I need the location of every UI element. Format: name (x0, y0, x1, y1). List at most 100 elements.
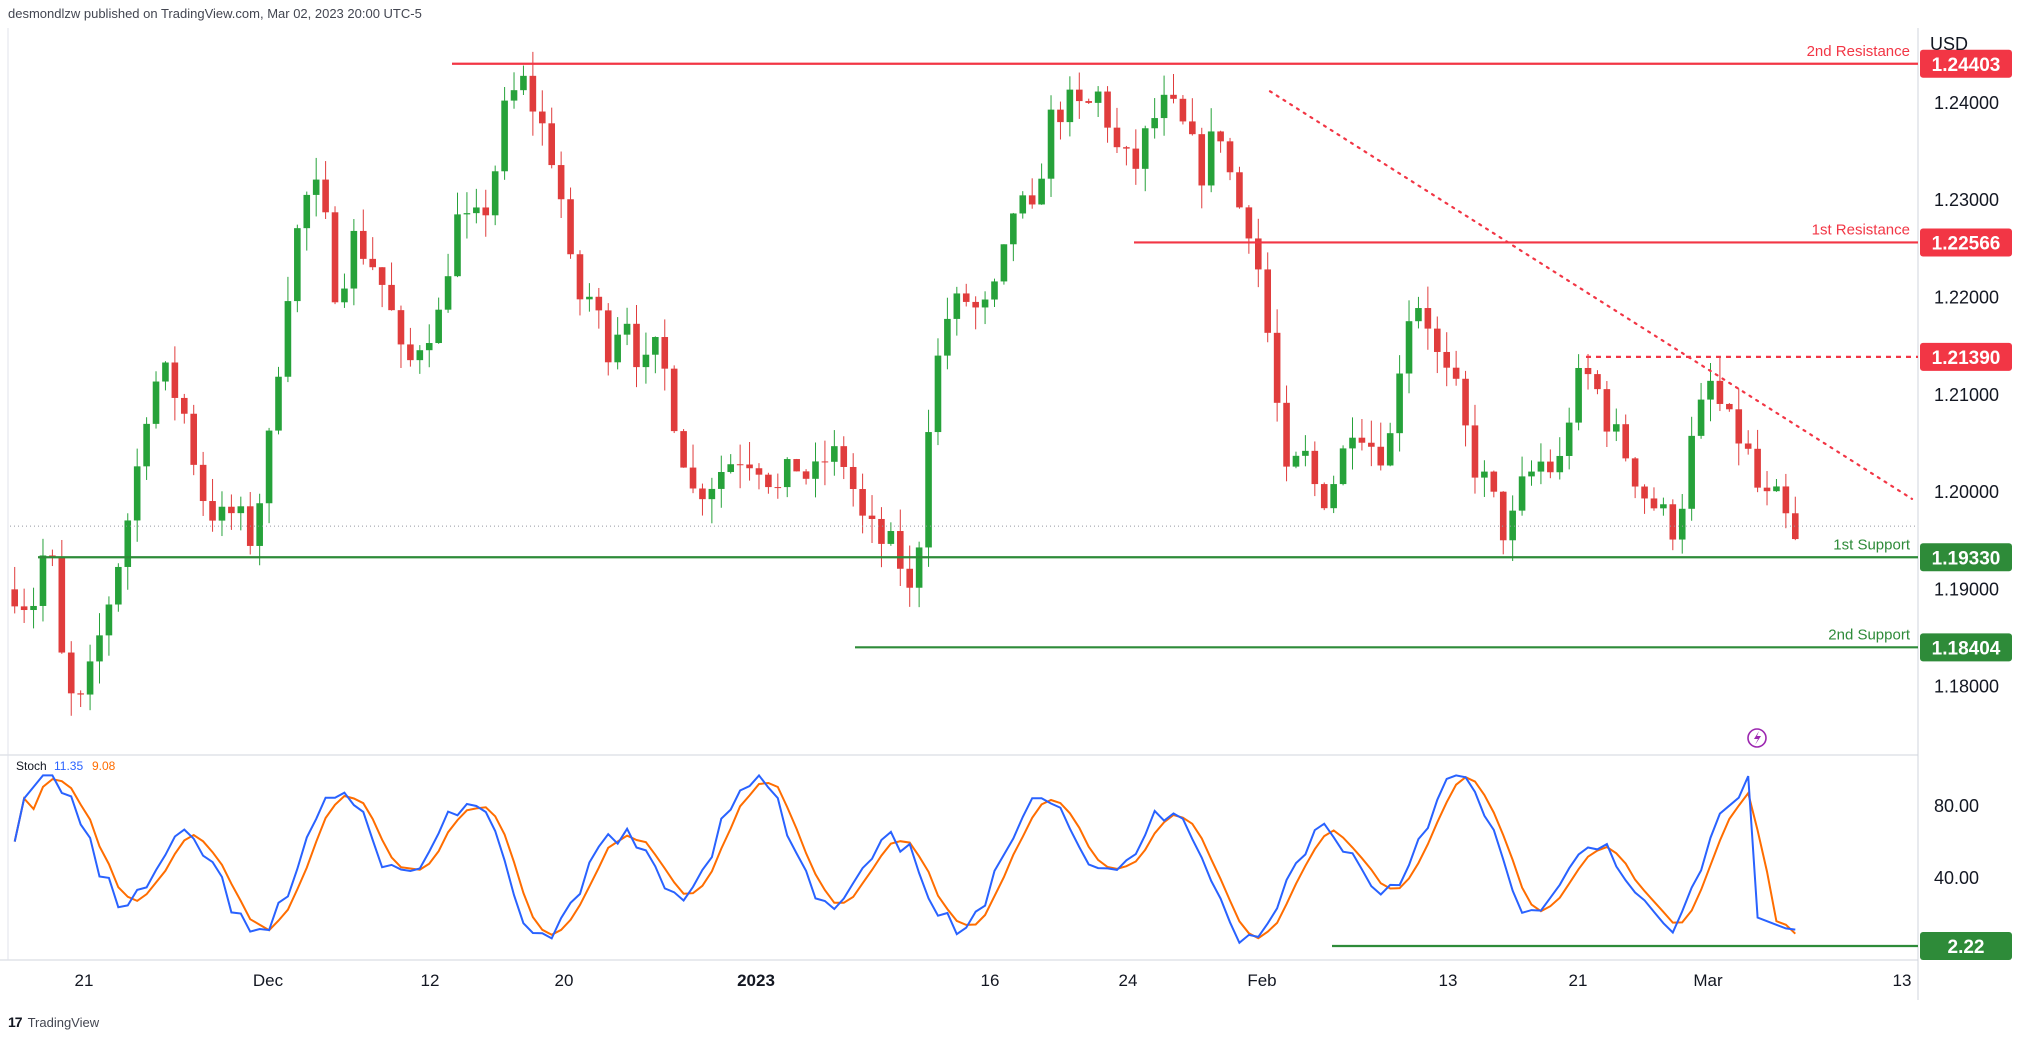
candle-body (1104, 91, 1111, 128)
candle-body (755, 468, 763, 475)
candle-body (1726, 403, 1733, 410)
candle-body (934, 355, 942, 433)
stochastic-panel: 2.22 (13, 773, 2012, 961)
candle-body (1283, 402, 1290, 467)
candle-body (1452, 367, 1460, 379)
footer: 17 TradingView (8, 1014, 99, 1030)
descending-trendline (1268, 90, 1914, 500)
stochastic-legend: Stoch 11.35 9.08 (16, 759, 116, 773)
candle-body (680, 431, 687, 468)
candle-body (312, 179, 320, 195)
candle-body (962, 293, 970, 302)
candle-body (1330, 484, 1337, 509)
candle-body (1358, 437, 1366, 443)
candle-body (538, 111, 546, 124)
time-tick-label: 16 (981, 971, 1000, 990)
candle-body (1226, 141, 1234, 173)
candle-body (1292, 455, 1300, 467)
candle-body (322, 179, 329, 213)
candle-body (1575, 367, 1582, 423)
candle-body (1622, 424, 1630, 459)
stoch-title: Stoch (16, 759, 47, 773)
resistance-price-tag (1920, 342, 2012, 371)
candle-body (1471, 425, 1479, 478)
price-axis[interactable]: 1.24000 1.23000 1.22000 1.21000 1.20000 1.190… (1934, 93, 1999, 697)
candle-body (58, 556, 66, 653)
candle-body (1678, 508, 1686, 540)
candle-body (1537, 461, 1545, 472)
candle-body (1556, 455, 1564, 473)
candle-body (896, 531, 904, 569)
candle-body (1000, 244, 1008, 282)
candle-body (1094, 91, 1102, 103)
candle-body (1612, 424, 1620, 432)
candle-body (237, 506, 245, 514)
candle-body (859, 489, 866, 516)
candle-body (906, 568, 914, 588)
candle-body (1669, 504, 1677, 540)
support-price-value: 1.19330 (1932, 548, 2001, 569)
stochastic-axis[interactable]: 80.00 40.00 (1934, 796, 1979, 888)
candle-body (1594, 374, 1601, 390)
candle-body (510, 90, 518, 101)
candle-body (783, 459, 791, 488)
candle-body (388, 284, 395, 311)
candle-body (840, 446, 848, 467)
candle-body (501, 100, 508, 172)
publisher-header: desmondlzw published on TradingView.com,… (8, 6, 422, 21)
candle-body (717, 472, 725, 489)
resistance-price-value: 1.22566 (1932, 233, 2001, 254)
candle-body (1198, 134, 1206, 186)
candle-body (20, 606, 28, 611)
candle-body (1735, 409, 1743, 444)
candle-body (162, 362, 169, 382)
support-level-name: 2nd Support (1828, 626, 1911, 643)
stoch-d-line (13, 776, 1796, 940)
candle-body (1245, 207, 1253, 239)
candle-body (1047, 109, 1055, 179)
candle-body (557, 165, 565, 200)
candle-body (1113, 127, 1121, 148)
candle-body (1066, 89, 1074, 123)
candle-body (284, 301, 292, 377)
time-tick-label: 21 (1569, 971, 1588, 990)
candle-body (1415, 308, 1422, 322)
candle-body (39, 555, 47, 606)
candle-body (190, 413, 198, 465)
stoch-tick-label: 80.00 (1934, 796, 1979, 816)
candle-body (849, 466, 857, 490)
candle-body (868, 515, 876, 519)
time-axis[interactable]: 21 Dec 12 20 2023 16 24 Feb 13 21 Mar 13 (75, 971, 1912, 990)
candle-body (425, 343, 433, 351)
resistance-price-tag (1920, 228, 2012, 257)
candle-body (275, 376, 282, 431)
candle-body (623, 323, 631, 335)
time-tick-label: Dec (253, 971, 284, 990)
time-tick-label: Feb (1247, 971, 1276, 990)
candle-body (595, 296, 603, 311)
candle-body (652, 337, 659, 355)
candle-body (1518, 476, 1526, 511)
candle-body (708, 488, 716, 500)
candle-body (1141, 128, 1149, 169)
price-tick-label: 1.24000 (1934, 93, 1999, 113)
stoch-k-line (13, 773, 1796, 945)
candle-body (1236, 172, 1243, 208)
candle-body (1170, 94, 1177, 99)
support-price-tag (1920, 543, 2012, 572)
alert-icon[interactable] (1747, 728, 1767, 748)
candle-body (981, 299, 989, 308)
candle-body (1565, 422, 1573, 456)
currency-label: USD (1930, 34, 1968, 54)
candle-body (67, 652, 75, 694)
candle-body (1028, 195, 1036, 205)
stoch-k-value: 11.35 (54, 759, 83, 773)
stoch-level-value: 2.22 (1948, 937, 1985, 958)
candle-body (463, 213, 471, 215)
candle-body (1462, 378, 1469, 426)
price-tick-label: 1.23000 (1934, 190, 1999, 210)
candle-body (115, 566, 122, 605)
resistance-level-name: 1st Resistance (1812, 221, 1910, 238)
candle-body (209, 501, 216, 521)
